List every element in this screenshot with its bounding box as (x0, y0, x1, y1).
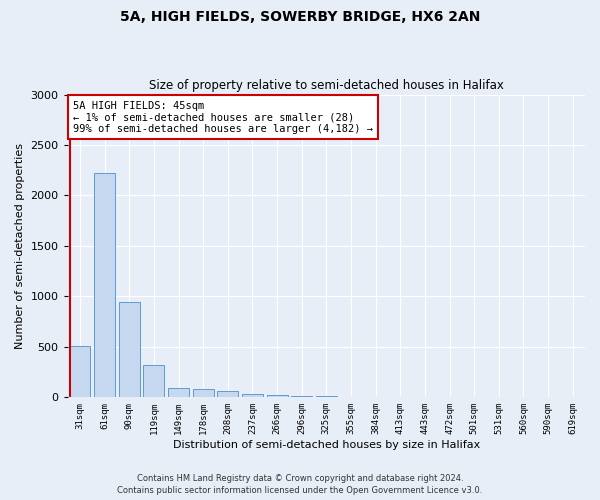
Bar (365, 397, 386, 398)
Bar (242, 394, 263, 398)
Bar (341, 396, 361, 398)
Bar (316, 396, 337, 398)
Y-axis label: Number of semi-detached properties: Number of semi-detached properties (15, 143, 25, 349)
Title: Size of property relative to semi-detached houses in Halifax: Size of property relative to semi-detach… (149, 79, 504, 92)
Bar (70, 346, 91, 398)
Bar (193, 389, 214, 398)
Bar (291, 396, 312, 398)
Text: 5A HIGH FIELDS: 45sqm
← 1% of semi-detached houses are smaller (28)
99% of semi-: 5A HIGH FIELDS: 45sqm ← 1% of semi-detac… (73, 100, 373, 134)
Text: Contains HM Land Registry data © Crown copyright and database right 2024.
Contai: Contains HM Land Registry data © Crown c… (118, 474, 482, 495)
Bar (94, 174, 115, 398)
Bar (168, 388, 189, 398)
X-axis label: Distribution of semi-detached houses by size in Halifax: Distribution of semi-detached houses by … (173, 440, 480, 450)
Text: 5A, HIGH FIELDS, SOWERBY BRIDGE, HX6 2AN: 5A, HIGH FIELDS, SOWERBY BRIDGE, HX6 2AN (120, 10, 480, 24)
Bar (266, 396, 287, 398)
Bar (217, 392, 238, 398)
Bar (143, 365, 164, 398)
Bar (119, 302, 140, 398)
Bar (390, 397, 411, 398)
